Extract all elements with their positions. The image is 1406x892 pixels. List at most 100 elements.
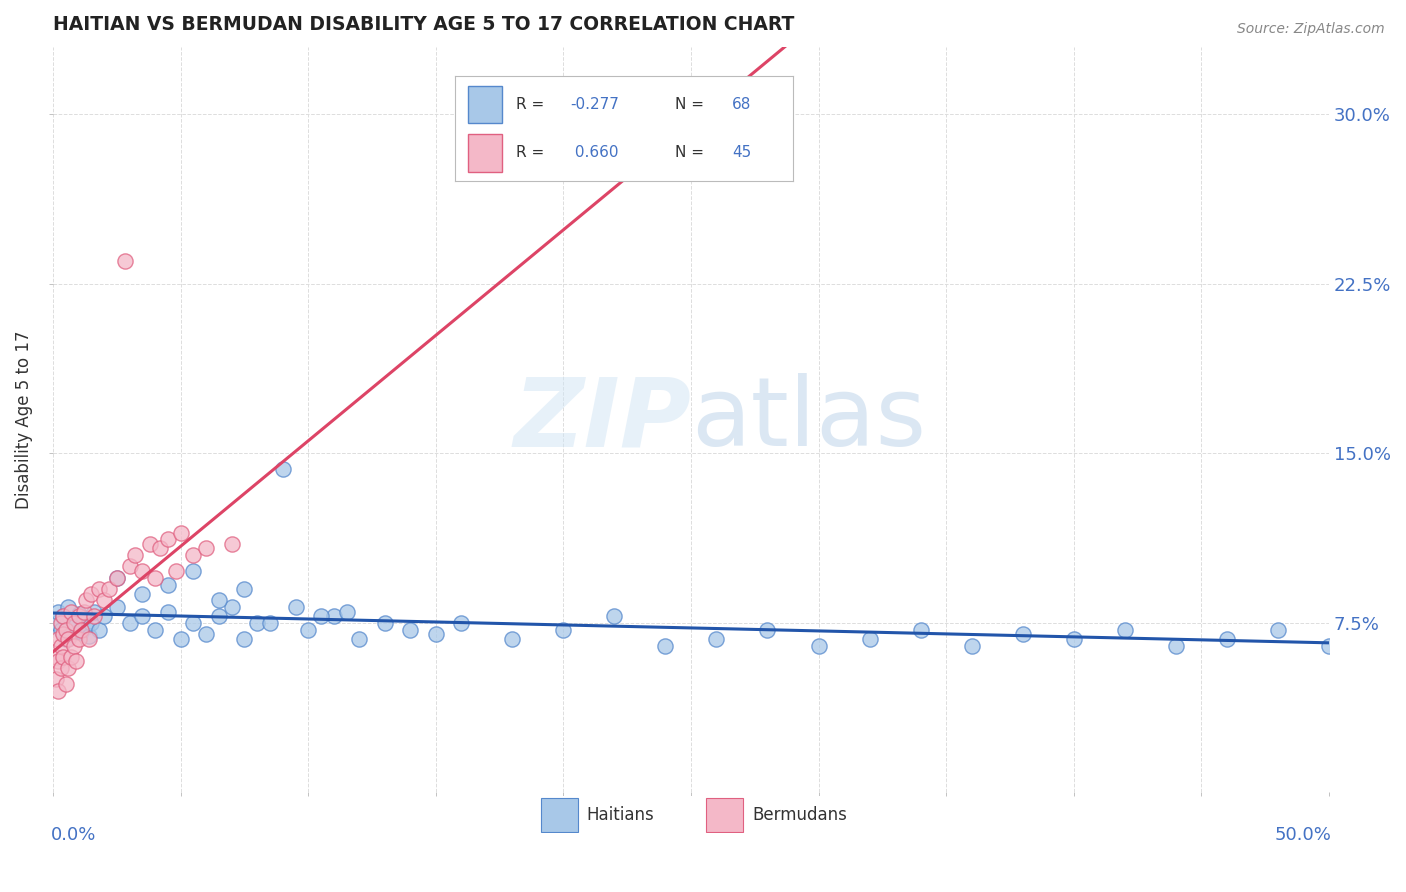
Point [52,609,75,624]
Point [45,615,67,630]
Point [131,586,153,600]
Point [322,609,344,624]
Point [59,649,82,664]
Point [87,623,110,637]
Point [501,632,523,646]
Point [49,661,72,675]
Point [70,623,93,637]
Point [67,609,90,624]
Y-axis label: Disability Age 5 to 17: Disability Age 5 to 17 [15,330,32,508]
Point [65,654,87,668]
Point [59,605,82,619]
Point [45,649,67,664]
Point [118,615,141,630]
Point [156,577,179,591]
Text: HAITIAN VS BERMUDAN DISABILITY AGE 5 TO 17 CORRELATION CHART: HAITIAN VS BERMUDAN DISABILITY AGE 5 TO … [53,15,794,34]
Point [52,609,75,624]
Point [77,632,100,646]
Point [118,559,141,574]
Point [603,609,626,624]
Point [65,618,87,632]
Point [654,639,676,653]
Point [374,615,396,630]
Point [46,683,69,698]
Point [706,632,728,646]
Point [195,627,218,641]
Point [62,614,84,628]
Point [425,627,447,641]
Point [553,623,575,637]
Point [271,462,294,476]
Point [73,611,96,625]
Point [62,615,84,630]
Point [87,582,110,596]
Point [67,607,90,621]
Point [58,600,80,615]
Point [83,605,105,619]
Point [208,593,231,607]
Point [46,605,69,619]
Point [259,615,281,630]
Point [46,654,69,668]
Point [75,593,97,607]
Point [221,600,243,615]
Point [208,609,231,624]
Point [221,537,243,551]
Point [195,541,218,556]
Point [55,677,77,691]
Point [45,673,67,687]
Point [73,605,96,619]
Point [756,623,779,637]
Point [58,632,80,646]
Point [75,620,97,634]
Point [62,639,84,653]
Point [910,623,932,637]
Point [83,609,105,624]
Point [399,623,422,637]
Point [114,254,136,268]
Point [143,571,166,585]
Point [1011,627,1033,641]
Text: atlas: atlas [690,373,927,466]
Point [80,615,103,630]
Point [1114,623,1136,637]
Point [170,525,193,540]
Point [183,564,205,578]
Point [55,632,77,646]
Point [349,632,371,646]
Point [1164,639,1187,653]
Point [246,615,269,630]
Point [143,623,166,637]
Text: ZIP: ZIP [513,373,690,466]
Point [77,630,100,644]
Point [284,600,307,615]
Point [49,615,72,630]
Point [131,564,153,578]
Point [165,564,187,578]
Point [183,615,205,630]
Point [139,537,162,551]
Text: 50.0%: 50.0% [1274,826,1331,844]
Point [49,639,72,653]
Point [183,548,205,562]
Point [309,609,332,624]
Point [93,593,115,607]
Point [49,623,72,637]
Point [233,582,256,596]
Point [52,649,75,664]
Point [1215,632,1237,646]
Point [450,615,472,630]
Point [156,533,179,547]
Point [98,582,121,596]
Point [80,586,103,600]
Point [46,632,69,646]
Point [105,571,128,585]
Point [58,661,80,675]
Point [156,605,179,619]
Point [52,627,75,641]
Point [70,624,93,639]
Text: Source: ZipAtlas.com: Source: ZipAtlas.com [1237,22,1385,37]
Point [1063,632,1085,646]
Point [170,632,193,646]
Point [1317,639,1340,653]
